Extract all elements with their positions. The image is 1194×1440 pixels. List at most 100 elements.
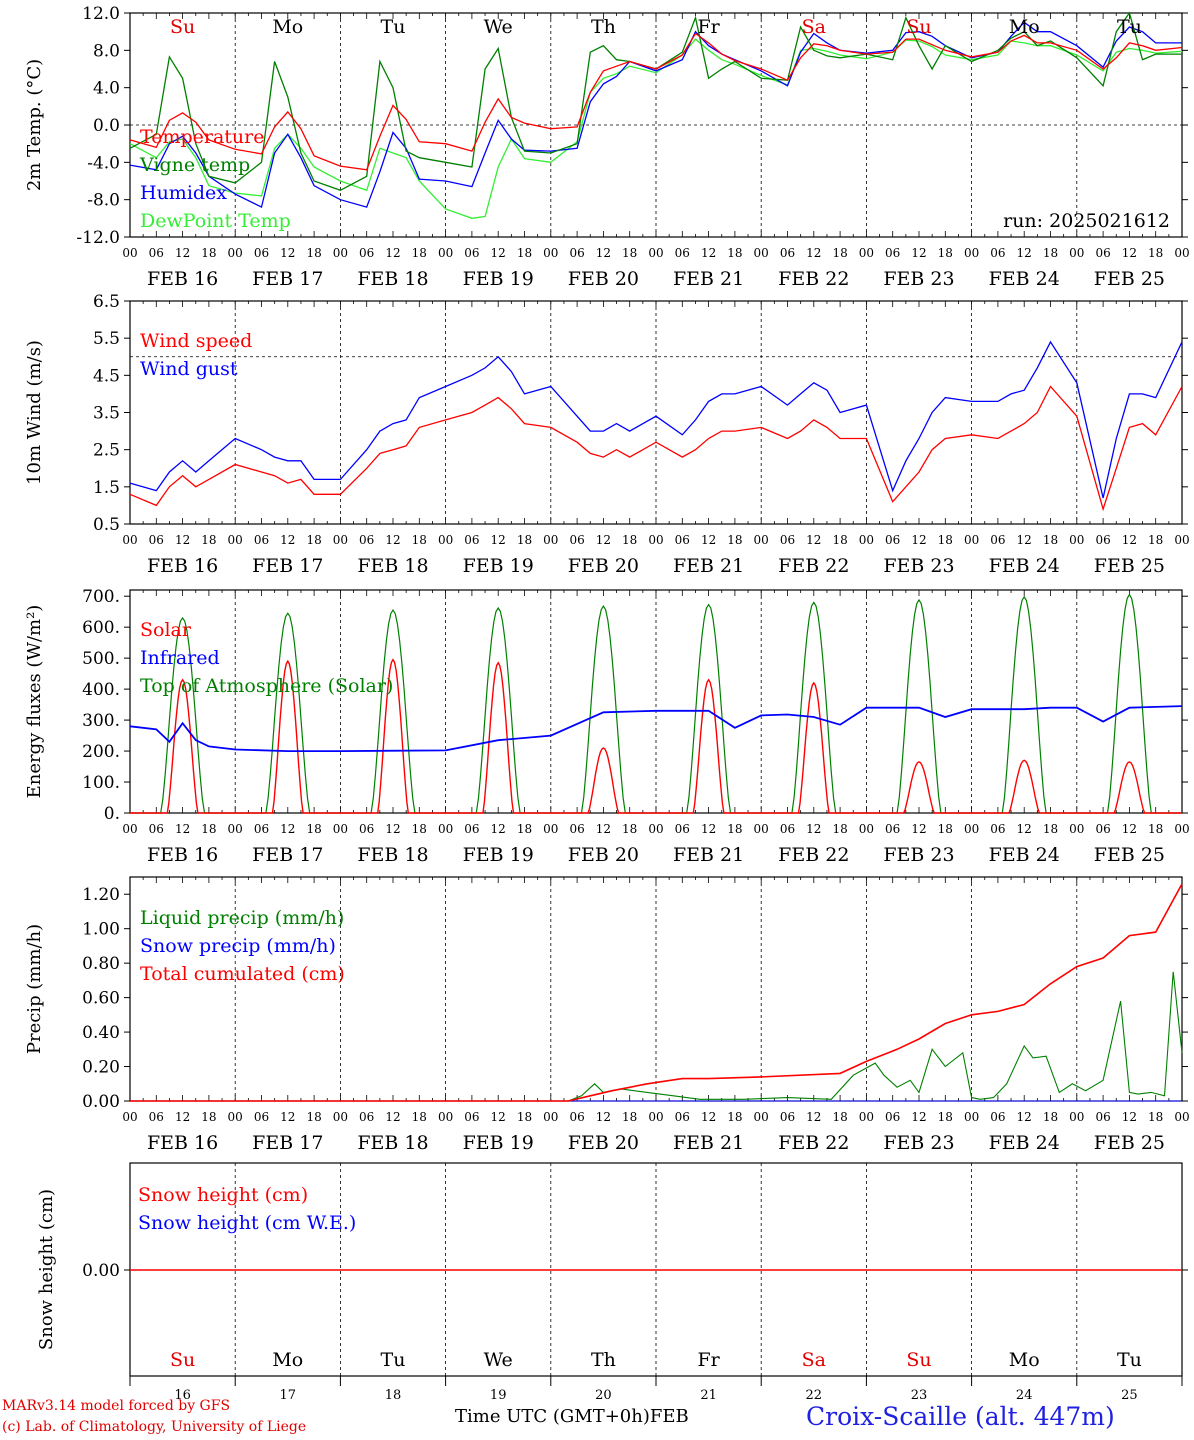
panel-3-hour-label: 00 — [1174, 1110, 1189, 1124]
snow-day-name: Mo — [1009, 1349, 1040, 1371]
panel-2-hour-label: 06 — [149, 822, 164, 836]
panel-2-ytick-label: 700. — [82, 587, 120, 607]
temp-day-name: We — [484, 16, 513, 38]
panel-3-hour-label: 12 — [701, 1110, 716, 1124]
panel-1-ytick-label: 4.5 — [93, 366, 120, 386]
snow-legend-0: Snow height (cm) — [138, 1184, 308, 1206]
panel-0-date-label: FEB 25 — [1094, 268, 1165, 290]
panel-3-hour-label: 12 — [806, 1110, 821, 1124]
panel-1-hour-label: 12 — [1122, 533, 1137, 547]
panel-2-hour-label: 18 — [1043, 822, 1058, 836]
panel-2-hour-label: 18 — [622, 822, 637, 836]
snow-day-name: Th — [591, 1349, 616, 1371]
panel-2-hour-label: 18 — [306, 822, 321, 836]
panel-1-hour-label: 12 — [491, 533, 506, 547]
panel-1-hour-label: 18 — [1043, 533, 1058, 547]
panel-3-hour-label: 06 — [359, 1110, 374, 1124]
panel-3-ylabel: Precip (mm/h) — [24, 924, 45, 1054]
snow-day-number: 18 — [385, 1388, 402, 1403]
panel-2-hour-label: 12 — [701, 822, 716, 836]
panel-2-hour-label: 00 — [122, 822, 137, 836]
panel-0-ytick-label: -4.0 — [87, 153, 120, 173]
panel-3-hour-label: 12 — [1122, 1110, 1137, 1124]
panel-2-hour-label: 18 — [517, 822, 532, 836]
panel-0-hour-label: 18 — [306, 246, 321, 260]
panel-1-hour-label: 18 — [412, 533, 427, 547]
panel-0-hour-label: 12 — [596, 246, 611, 260]
panel-3-hour-label: 06 — [569, 1110, 584, 1124]
wind-series-line — [129, 340, 1183, 499]
time-axis-label: Time UTC (GMT+0h)FEB — [455, 1406, 689, 1427]
panel-1-ytick-label: 6.5 — [93, 292, 120, 312]
panel-3-ytick-label: 0.20 — [82, 1058, 120, 1078]
panel-0-date-label: FEB 20 — [568, 268, 639, 290]
panel-1-hour-label: 06 — [675, 533, 690, 547]
panel-2-ylabel: Energy fluxes (W/m²) — [24, 605, 45, 799]
snow-legend-1: Snow height (cm W.E.) — [138, 1212, 356, 1234]
panel-2-hour-label: 12 — [280, 822, 295, 836]
panel-0-hour-label: 00 — [438, 246, 453, 260]
panel-1-hour-label: 18 — [622, 533, 637, 547]
panel-2-date-label: FEB 25 — [1094, 844, 1165, 866]
panel-0-hour-label: 12 — [806, 246, 821, 260]
panel-3-hour-label: 18 — [306, 1110, 321, 1124]
panel-1-hour-label: 18 — [938, 533, 953, 547]
panel-3-hour-label: 06 — [990, 1110, 1005, 1124]
panel-0-hour-label: 00 — [859, 246, 874, 260]
panel-0-hour-label: 06 — [359, 246, 374, 260]
panel-0-hour-label: 12 — [1017, 246, 1032, 260]
panel-2-hour-label: 00 — [543, 822, 558, 836]
panel-3-ytick-label: 1.00 — [82, 920, 120, 940]
panel-2-hour-label: 12 — [596, 822, 611, 836]
temp-day-name: Tu — [381, 16, 406, 38]
panel-1-hour-label: 06 — [990, 533, 1005, 547]
panel-0-hour-label: 12 — [1122, 246, 1137, 260]
panel-2-hour-label: 00 — [1174, 822, 1189, 836]
panel-2-hour-label: 18 — [938, 822, 953, 836]
panel-3-hour-label: 06 — [780, 1110, 795, 1124]
panel-1-hour-label: 00 — [859, 533, 874, 547]
panel-1-hour-label: 00 — [122, 533, 137, 547]
snow-day-name: Tu — [381, 1349, 406, 1371]
panel-0-hour-label: 12 — [175, 246, 190, 260]
panel-0-hour-label: 12 — [385, 246, 400, 260]
snow-day-number: 23 — [911, 1388, 928, 1403]
panel-0-hour-label: 00 — [648, 246, 663, 260]
panel-2-hour-label: 18 — [832, 822, 847, 836]
panel-3-legend-0: Liquid precip (mm/h) — [140, 907, 344, 929]
panel-2-ytick-label: 600. — [82, 618, 120, 638]
snow-day-name: Sa — [802, 1349, 826, 1371]
credit-lab: (c) Lab. of Climatology, University of L… — [2, 1419, 307, 1435]
panel-3-date-label: FEB 22 — [778, 1132, 849, 1154]
panel-3-hour-label: 06 — [254, 1110, 269, 1124]
panel-1-date-label: FEB 16 — [147, 555, 218, 577]
panel-0-hour-label: 18 — [517, 246, 532, 260]
panel-1-hour-label: 06 — [569, 533, 584, 547]
panel-3-date-label: FEB 23 — [883, 1132, 954, 1154]
panel-3-ytick-label: 1.20 — [82, 885, 120, 905]
panel-2-hour-label: 06 — [1095, 822, 1110, 836]
panel-3-hour-label: 00 — [122, 1110, 137, 1124]
snow-day-name: Su — [170, 1349, 195, 1371]
panel-1-hour-label: 12 — [175, 533, 190, 547]
panel-0-date-label: FEB 18 — [357, 268, 428, 290]
panel-0-hour-label: 18 — [412, 246, 427, 260]
panel-3-legend-2: Total cumulated (cm) — [140, 963, 345, 985]
panel-1-hour-label: 12 — [911, 533, 926, 547]
panel-1-hour-label: 18 — [201, 533, 216, 547]
panel-2-ytick-label: 0. — [104, 804, 120, 824]
panel-0-date-label: FEB 19 — [463, 268, 534, 290]
panel-3-hour-label: 06 — [1095, 1110, 1110, 1124]
panel-1-hour-label: 12 — [1017, 533, 1032, 547]
panel-3-hour-label: 12 — [596, 1110, 611, 1124]
panel-1-ytick-label: 3.5 — [93, 404, 120, 424]
panel-2-hour-label: 06 — [359, 822, 374, 836]
panel-0-date-label: FEB 21 — [673, 268, 744, 290]
panel-1-hour-label: 00 — [648, 533, 663, 547]
panel-2-date-label: FEB 18 — [357, 844, 428, 866]
panel-0-legend-3: DewPoint Temp — [140, 210, 291, 232]
panel-2-hour-label: 00 — [438, 822, 453, 836]
panel-2-hour-label: 06 — [990, 822, 1005, 836]
panel-1-hour-label: 06 — [780, 533, 795, 547]
